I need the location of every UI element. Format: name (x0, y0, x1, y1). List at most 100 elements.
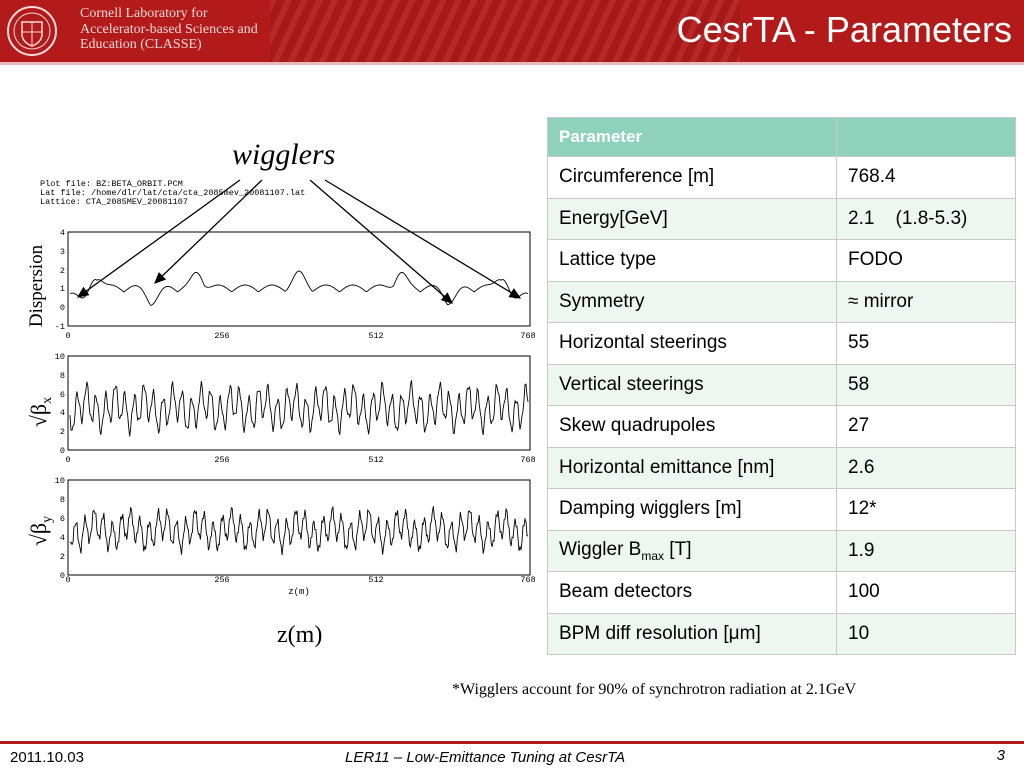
betax-curve (69, 380, 529, 437)
parameters-table: Parameter Circumference [m] 768.4 Energy[… (547, 117, 1016, 655)
table-header-row: Parameter (547, 117, 1016, 157)
x-tick: 0 (65, 455, 70, 465)
betay-axis-subscript: y (40, 516, 55, 523)
param-name-suffix: [T] (664, 538, 692, 560)
table-row: Energy[GeV] 2.1 (1.8-5.3) (547, 197, 1016, 240)
table-row: Horizontal emittance [nm] 2.6 (547, 446, 1016, 489)
x-tick: 512 (368, 455, 383, 465)
param-name: Energy[GeV] (547, 197, 837, 240)
y-tick: 8 (60, 495, 65, 505)
wigglers-label: wigglers (232, 138, 336, 171)
table-row: Vertical steerings 58 (547, 363, 1016, 406)
wiggler-arrow (76, 179, 241, 298)
y-tick: 10 (55, 352, 65, 362)
param-name: Beam detectors (547, 571, 837, 614)
small-x-label: z(m) (288, 587, 310, 597)
dispersion-axis-label: Dispersion (26, 244, 47, 327)
footnote: *Wigglers account for 90% of synchrotron… (452, 681, 857, 698)
param-value: 12* (836, 488, 1016, 531)
dispersion-frame (67, 231, 531, 327)
param-name: Skew quadrupoles (547, 405, 837, 448)
y-tick: -1 (55, 322, 65, 332)
param-name: Vertical steerings (547, 363, 837, 406)
footer-date: 2011.10.03 (10, 749, 84, 766)
z-axis-label: z(m) (277, 622, 323, 648)
param-value: 58 (836, 363, 1016, 406)
wiggler-arrow (309, 179, 453, 304)
betay-axis-label: √β (26, 523, 51, 546)
table-row: Damping wigglers [m] 12* (547, 488, 1016, 531)
betax-frame (67, 355, 531, 451)
x-tick: 768 (520, 331, 535, 341)
y-tick: 2 (60, 427, 65, 437)
param-name: Damping wigglers [m] (547, 488, 837, 531)
table-row: Wiggler Bmax [T] 1.9 (547, 529, 1016, 572)
plot-file-line: Lat file: /home/dlr/lat/cta/cta_2085mev_… (40, 188, 305, 198)
dispersion-curve (69, 270, 529, 306)
x-tick: 512 (368, 331, 383, 341)
lattice-function-plots: Plot file: BZ:BETA_ORBIT.PCM Lat file: /… (26, 179, 536, 597)
y-tick: 10 (55, 476, 65, 486)
x-tick: 512 (368, 575, 383, 585)
param-value: ≈ mirror (836, 280, 1016, 323)
param-name-cell: Wiggler Bmax [T] (547, 529, 837, 572)
y-tick: 4 (60, 533, 65, 543)
lab-name-line: Accelerator-based Sciences and (80, 21, 258, 37)
lab-name: Cornell Laboratory for Accelerator-based… (80, 6, 258, 53)
table-row: Horizontal steerings 55 (547, 322, 1016, 365)
param-value: 10 (836, 612, 1016, 655)
param-name: Horizontal emittance [nm] (547, 446, 837, 489)
header-rule (0, 62, 1024, 65)
footer-talk-title: LER11 – Low-Emittance Tuning at CesrTA (345, 749, 626, 766)
param-name: Circumference [m] (547, 156, 837, 199)
y-tick: 3 (60, 247, 65, 257)
param-name-subscript: max (641, 548, 665, 563)
param-value: 55 (836, 322, 1016, 365)
plot-file-line: Plot file: BZ:BETA_ORBIT.PCM (40, 179, 183, 189)
table-row: BPM diff resolution [μm] 10 (547, 612, 1016, 655)
x-tick: 768 (520, 575, 535, 585)
y-tick: 4 (60, 228, 65, 238)
table-row: Skew quadrupoles 27 (547, 405, 1016, 448)
y-tick: 8 (60, 371, 65, 381)
table-row: Beam detectors 100 (547, 571, 1016, 614)
footer-rule (0, 741, 1024, 744)
betay-frame (67, 479, 531, 576)
page-number: 3 (996, 747, 1005, 764)
slide-title: CesrTA - Parameters (676, 9, 1012, 50)
betax-axis-label: √β (26, 404, 51, 427)
param-value: 100 (836, 571, 1016, 614)
y-tick: 2 (60, 266, 65, 276)
table-row: Symmetry ≈ mirror (547, 280, 1016, 323)
betax-axis-subscript: x (40, 397, 55, 404)
lab-name-line: Cornell Laboratory for (80, 6, 208, 21)
x-tick: 256 (214, 455, 229, 465)
param-name: Wiggler B (559, 538, 642, 560)
param-value: 1.9 (836, 529, 1016, 572)
param-value: 2.1 (1.8-5.3) (836, 197, 1016, 240)
svg-text:√βy: √βy (26, 516, 55, 546)
svg-text:√βx: √βx (26, 397, 55, 427)
lab-name-line: Education (CLASSE) (80, 37, 202, 52)
y-tick: 4 (60, 408, 65, 418)
wiggler-arrow (324, 179, 522, 299)
param-name: Lattice type (547, 239, 837, 282)
param-value: 768.4 (836, 156, 1016, 199)
param-name: BPM diff resolution [μm] (547, 612, 837, 655)
x-tick: 0 (65, 331, 70, 341)
header-bar: Cornell Laboratory for Accelerator-based… (0, 0, 1024, 62)
y-tick: 0 (60, 571, 65, 581)
header-decoration (270, 0, 740, 62)
betay-curve (69, 505, 529, 556)
param-name: Symmetry (547, 280, 837, 323)
x-tick: 0 (65, 575, 70, 585)
param-value: FODO (836, 239, 1016, 282)
plot-file-line: Lattice: CTA_2085MEV_20081107 (40, 197, 188, 207)
y-tick: 6 (60, 390, 65, 400)
y-tick: 0 (60, 303, 65, 313)
param-value: 27 (836, 405, 1016, 448)
param-name: Horizontal steerings (547, 322, 837, 365)
y-tick: 1 (60, 284, 65, 294)
table-header-parameter: Parameter (547, 117, 837, 157)
cornell-seal-logo (7, 6, 57, 56)
